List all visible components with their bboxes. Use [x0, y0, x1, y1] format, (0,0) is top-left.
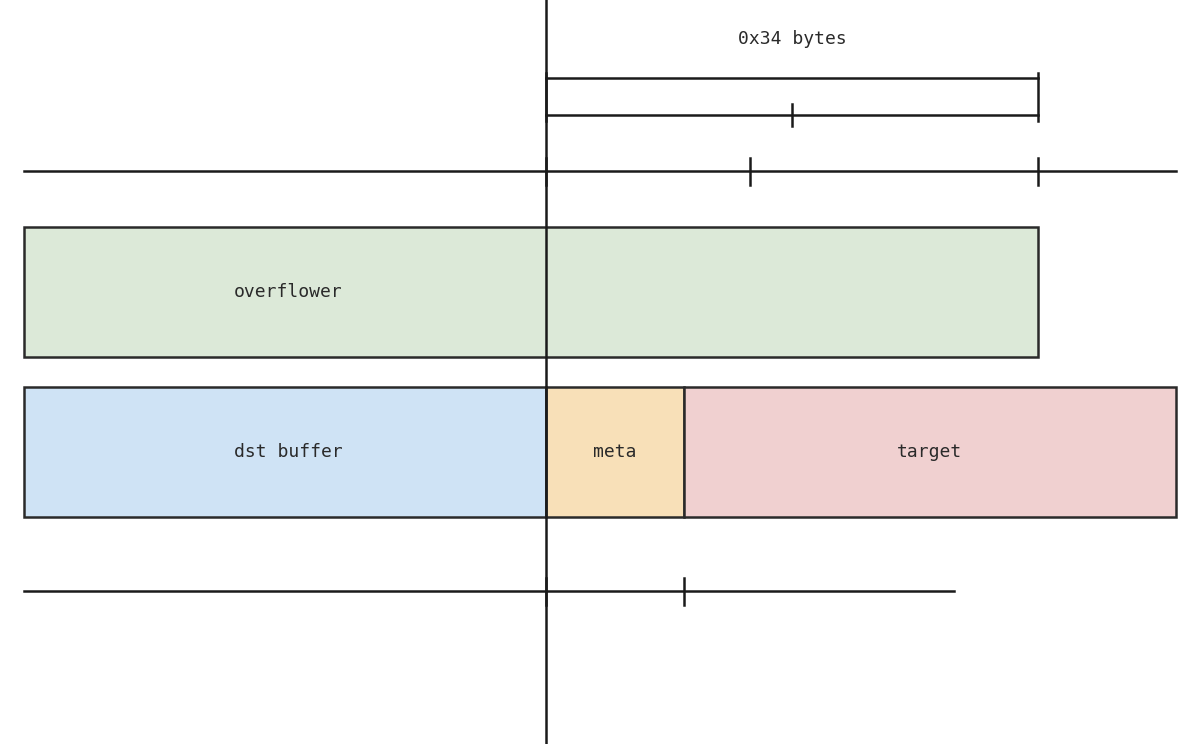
Bar [24, 227, 1038, 357]
Text: 0x34 bytes: 0x34 bytes [738, 31, 846, 48]
Text: target: target [898, 443, 962, 461]
Text: meta: meta [593, 443, 637, 461]
Text: dst buffer: dst buffer [234, 443, 342, 461]
Text: overflower: overflower [234, 283, 342, 301]
Bar [684, 387, 1176, 517]
Bar [24, 387, 546, 517]
Bar [546, 387, 684, 517]
